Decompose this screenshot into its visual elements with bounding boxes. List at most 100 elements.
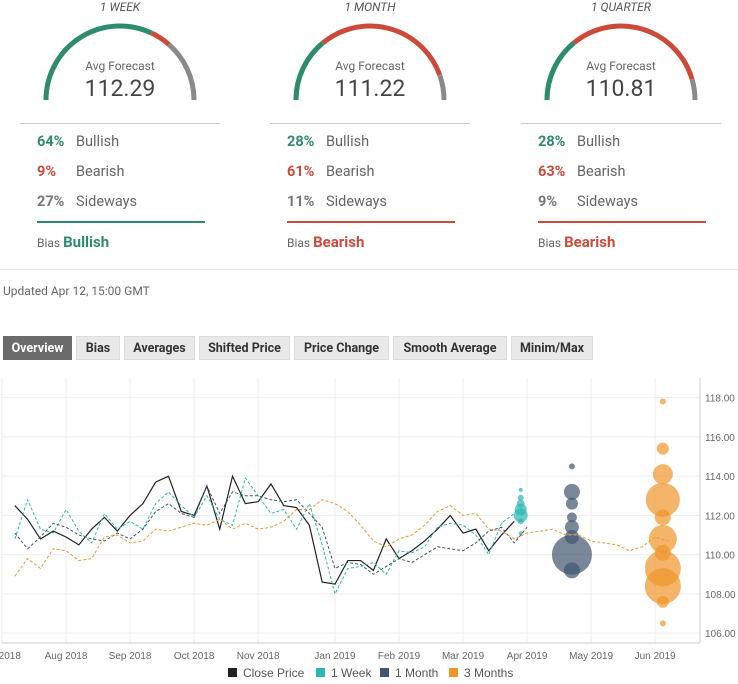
legend-swatch [449,668,458,677]
tab-smooth-average[interactable]: Smooth Average [393,336,507,360]
x-tick-label: Jun 2019 [635,651,677,662]
y-tick-label: 114.00 [705,472,735,483]
bullish-label: Bullish [577,133,621,150]
forecast-dot [566,512,577,523]
bias-underline [538,221,706,223]
tab-overview[interactable]: Overview [3,336,72,360]
gauge-arc [43,23,197,101]
series-line-1-month [14,484,528,575]
sideways-pct: 11% [287,193,315,210]
avg-forecast-label: Avg Forecast [85,59,155,73]
sideways-row: 9% Sideways [538,193,638,210]
legend-swatch [380,668,389,677]
forecast-dot [644,568,681,605]
bias-label: Bias [287,236,311,250]
forecast-dot [517,494,524,501]
forecast-gauge-week: 1 WEEK Avg Forecast 112.29 64% Bullish 9%… [20,0,220,265]
forecast-dot [563,562,580,579]
forecast-chart: 106.00 108.00 110.00 112.00 114.00 116.00 118.… [0,378,736,680]
forecast-dot [568,463,575,470]
avg-forecast-label: Avg Forecast [586,59,656,73]
gauge-bearish-segment [150,30,171,47]
gauge-sideways-segment [689,78,698,101]
gauge-bearish-segment [572,23,695,81]
bias-row: Bias Bearish [538,233,615,251]
series-line-1-week [14,476,515,596]
sideways-label: Sideways [326,193,388,210]
gauge-bullish-segment [544,41,576,101]
bullish-pct: 64% [37,133,65,150]
gauge-period: 1 MONTH [344,0,396,14]
bearish-pct: 9% [37,163,57,180]
bias-row: Bias Bullish [37,233,109,251]
sideways-label: Sideways [577,193,639,210]
forecast-gauge-month: 1 MONTH Avg Forecast 111.22 28% Bullish 6… [270,0,470,265]
gauge-bearish-segment [321,23,442,76]
updated-timestamp: Updated Apr 12, 15:00 GMT [3,284,150,298]
tab-shifted-price[interactable]: Shifted Price [199,336,290,360]
gauge-period: 1 QUARTER [591,0,651,14]
avg-forecast-value: 112.29 [84,75,156,102]
gauge-sideways-segment [167,42,197,101]
bias-value: Bullish [63,233,110,251]
forecast-dot [645,482,680,517]
legend-label[interactable]: Close Price [243,666,305,680]
x-tick-label: Aug 2018 [45,651,88,662]
y-tick-label: 108.00 [705,590,736,601]
forecast-dot [652,464,673,485]
divider [521,123,721,124]
tab-averages[interactable]: Averages [124,336,195,360]
x-tick-label: Sep 2018 [109,651,152,662]
bullish-row: 28% Bullish [538,133,620,150]
forecast-dot [518,487,523,492]
tab-price-change[interactable]: Price Change [294,336,389,360]
forecast-dot [551,534,592,575]
sideways-pct: 27% [37,193,65,210]
y-tick-label: 106.00 [705,629,736,640]
forecast-dot [518,531,523,536]
gauge-bullish-segment [43,23,153,101]
legend-label[interactable]: 3 Months [464,666,513,680]
forecast-dot [564,520,579,535]
bias-label: Bias [538,236,562,250]
bearish-label: Bearish [76,163,125,180]
gauge-bullish-segment [293,41,325,101]
sideways-row: 11% Sideways [287,193,387,210]
gauge-sideways-segment [437,74,447,101]
legend-swatch [228,668,237,677]
forecast-dot [654,509,671,526]
bias-underline [37,221,205,223]
bearish-label: Bearish [326,163,375,180]
forecast-gauge-quarter: 1 QUARTER Avg Forecast 110.81 28% Bullish… [521,0,721,265]
bullish-row: 64% Bullish [37,133,119,150]
bullish-label: Bullish [326,133,370,150]
bullish-row: 28% Bullish [287,133,369,150]
avg-forecast-label: Avg Forecast [335,59,405,73]
bearish-pct: 63% [538,163,566,180]
tab-minim-max[interactable]: Minim/Max [511,336,593,360]
legend-swatch [316,668,325,677]
y-tick-label: 116.00 [705,433,735,444]
bearish-pct: 61% [287,163,315,180]
bias-value: Bearish [313,233,365,251]
y-tick-label: 110.00 [705,551,735,562]
legend-label[interactable]: 1 Week [331,666,372,680]
bias-underline [287,221,455,223]
forecast-dot [563,483,580,500]
gauge-arc [544,23,698,101]
forecast-dot [513,508,528,523]
tab-bias[interactable]: Bias [76,336,120,360]
x-tick-label: May 2019 [569,651,613,662]
x-tick-label: Oct 2018 [174,651,215,662]
legend-label[interactable]: 1 Month [395,666,438,680]
bearish-row: 9% Bearish [37,163,125,180]
bearish-label: Bearish [577,163,626,180]
bias-label: Bias [37,236,61,250]
x-tick-label: Apr 2019 [507,651,548,662]
section-divider [0,269,738,270]
avg-forecast-value: 110.81 [585,75,657,102]
bullish-pct: 28% [538,133,566,150]
forecast-dot [659,398,666,405]
bearish-row: 63% Bearish [538,163,626,180]
gauge-period: 1 WEEK [99,0,141,14]
